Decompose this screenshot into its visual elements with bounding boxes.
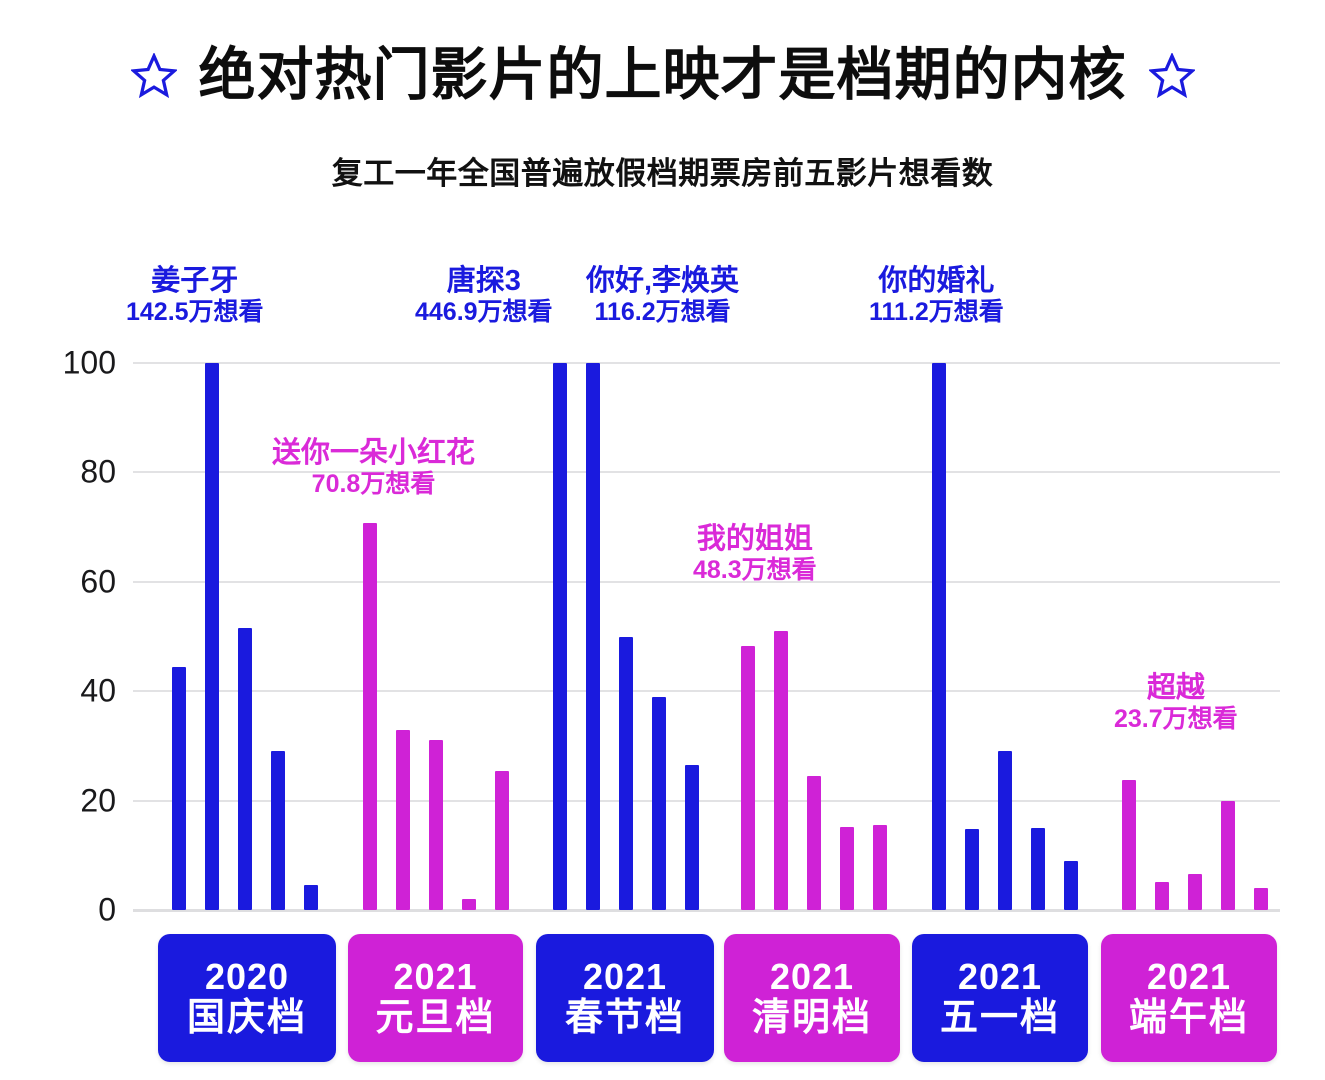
bar: [840, 826, 854, 910]
bar: [271, 751, 285, 910]
legend-chip-国庆档[interactable]: 2020 国庆档: [158, 934, 336, 1062]
bar: [1122, 780, 1136, 910]
film-annotation: 你的婚礼 111.2万想看: [869, 265, 1004, 327]
star-icon: [1147, 52, 1196, 99]
bar: [1188, 874, 1202, 910]
y-axis-tick-label: 20: [80, 782, 116, 819]
film-annotation: 姜子牙 142.5万想看: [126, 265, 264, 327]
bar: [429, 740, 443, 910]
bar: [741, 645, 755, 910]
film-name-label: 送你一朵小红花: [272, 437, 476, 469]
film-wish-count-label: 70.8万想看: [311, 470, 436, 499]
chart-subtitle: 复工一年全国普遍放假档期票房前五影片想看数: [331, 156, 994, 191]
film-wish-count-label: 116.2万想看: [594, 298, 731, 327]
bar: [205, 363, 219, 910]
legend: 2020 国庆档 2021 元旦档 2021 春节档 2021 清明档 2021 五一档 2021 端…: [0, 934, 1325, 1070]
y-axis-tick-label: 80: [80, 453, 116, 490]
bar: [932, 363, 946, 910]
legend-chip-year: 2021: [957, 955, 1043, 997]
legend-chip-year: 2021: [582, 955, 668, 997]
bar: [998, 751, 1012, 910]
film-annotation: 我的姐姐 48.3万想看: [693, 523, 817, 585]
film-name-label: 我的姐姐: [696, 523, 813, 555]
bar: [873, 825, 887, 910]
legend-chip-year: 2021: [393, 955, 478, 997]
bar: [495, 770, 509, 910]
film-annotation: 你好,李焕英 116.2万想看: [586, 265, 739, 327]
legend-chip-元旦档[interactable]: 2021 元旦档: [348, 934, 523, 1062]
bar: [652, 696, 666, 910]
gridline: [133, 799, 1280, 802]
film-wish-count-label: 48.3万想看: [693, 556, 817, 585]
page-title: 绝对热门影片的上映才是档期的内核: [198, 43, 1127, 108]
bar: [1221, 800, 1235, 910]
legend-chip-year: 2021: [769, 955, 855, 997]
film-annotation: 送你一朵小红花 70.8万想看: [272, 437, 475, 499]
legend-chip-season: 春节档: [564, 996, 685, 1039]
bar: [685, 765, 699, 910]
legend-chip-year: 2021: [1146, 955, 1232, 997]
bar: [462, 899, 476, 910]
gridline: [133, 580, 1280, 583]
film-name-label: 超越: [1146, 672, 1205, 704]
bar: [1031, 827, 1045, 910]
title-bar: 绝对热门影片的上映才是档期的内核: [0, 8, 1325, 144]
film-name-label: 你的婚礼: [878, 265, 995, 297]
film-wish-count-label: 142.5万想看: [126, 298, 264, 327]
bar: [363, 522, 377, 910]
legend-chip-year: 2020: [204, 955, 290, 997]
legend-chip-season: 端午档: [1128, 996, 1249, 1039]
bar: [965, 829, 979, 910]
bar: [396, 729, 410, 910]
bar: [238, 628, 252, 910]
film-annotation: 唐探3 446.9万想看: [415, 265, 553, 327]
film-name-label: 姜子牙: [151, 265, 239, 297]
film-name-label: 你好,李焕英: [586, 265, 740, 297]
film-annotation: 超越 23.7万想看: [1114, 672, 1238, 734]
bar: [774, 631, 788, 910]
legend-chip-清明档[interactable]: 2021 清明档: [724, 934, 900, 1062]
legend-chip-season: 清明档: [751, 996, 872, 1039]
gridline: [133, 362, 1280, 364]
film-name-label: 唐探3: [446, 265, 521, 297]
film-wish-count-label: 23.7万想看: [1114, 705, 1238, 734]
legend-chip-端午档[interactable]: 2021 端午档: [1101, 934, 1277, 1062]
y-axis-tick-label: 0: [98, 891, 116, 928]
legend-chip-season: 元旦档: [375, 996, 496, 1039]
bar: [586, 363, 600, 910]
film-wish-count-label: 446.9万想看: [415, 298, 553, 327]
bar: [304, 885, 318, 910]
legend-chip-season: 国庆档: [186, 996, 307, 1039]
bar: [553, 363, 567, 910]
legend-chip-五一档[interactable]: 2021 五一档: [912, 934, 1088, 1062]
bar: [172, 666, 186, 910]
film-wish-count-label: 111.2万想看: [869, 298, 1004, 327]
star-icon: [129, 52, 178, 99]
plot-area: [0, 363, 1325, 910]
bar: [1155, 881, 1169, 910]
gridline: [133, 909, 1280, 912]
bar: [1064, 860, 1078, 910]
legend-chip-春节档[interactable]: 2021 春节档: [536, 934, 714, 1062]
y-axis-tick-label: 100: [62, 344, 116, 381]
gridline: [133, 690, 1280, 693]
bar: [807, 776, 821, 910]
y-axis-tick-label: 60: [80, 563, 116, 600]
gridline: [133, 471, 1280, 474]
bar: [1254, 888, 1268, 910]
legend-chip-season: 五一档: [939, 996, 1060, 1039]
bar: [619, 636, 633, 910]
y-axis-tick-label: 40: [80, 672, 116, 709]
